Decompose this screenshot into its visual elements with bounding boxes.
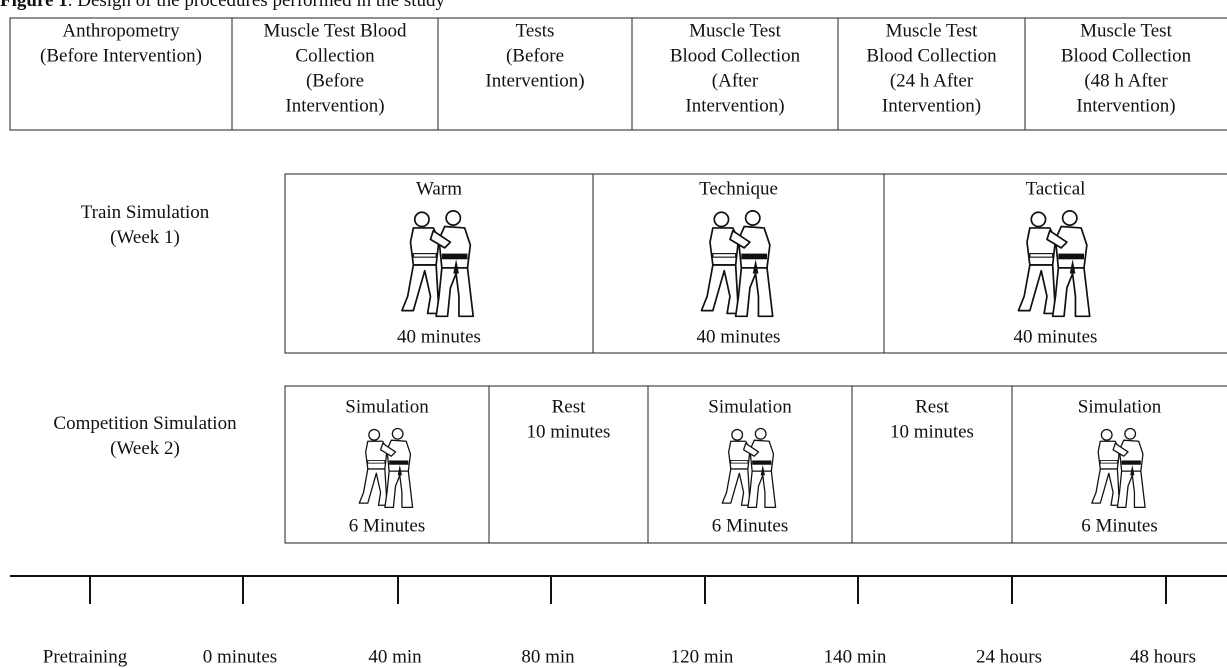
phase-duration: 10 minutes [527, 421, 611, 442]
phase-duration: 40 minutes [1014, 326, 1098, 347]
table-border [9, 17, 1227, 131]
table-cell-text: Blood Collection [670, 45, 801, 66]
table-cell-text: Blood Collection [1061, 45, 1192, 66]
phase-duration: 6 Minutes [1081, 515, 1158, 536]
table-cell-text: Muscle Test [1080, 20, 1172, 41]
table-cell-text: (48 h After [1084, 70, 1168, 91]
section-label: Competition Simulation [53, 413, 237, 434]
timeline-label: 140 min [824, 646, 887, 667]
phase-duration: 40 minutes [397, 326, 481, 347]
judo-icon [1017, 209, 1091, 318]
phase-duration: 6 Minutes [712, 515, 789, 536]
table-cell-text: Intervention) [285, 95, 384, 116]
judo-icon [1091, 427, 1146, 509]
timeline-label: 48 hours [1130, 646, 1196, 667]
phase-name: Simulation [1078, 396, 1162, 417]
judo-icon [721, 427, 777, 509]
timeline-label: 40 min [368, 646, 422, 667]
table-cell-text: Muscle Test [886, 20, 978, 41]
phase-duration: 10 minutes [890, 421, 974, 442]
caption-label: Figure 1 [0, 0, 68, 11]
judo-icon [401, 209, 475, 318]
section-label: Train Simulation [81, 202, 210, 223]
caption-text: . Design of the procedures performed in … [68, 0, 446, 11]
judo-icon [358, 427, 414, 509]
timeline-label: 0 minutes [203, 646, 277, 667]
judo-icon [700, 209, 774, 318]
timeline-label: 24 hours [976, 646, 1042, 667]
table-cell-text: Intervention) [1076, 95, 1175, 116]
table-cell-text: (Before [306, 70, 364, 91]
phase-duration: 40 minutes [697, 326, 781, 347]
section-border [284, 173, 1227, 354]
phase-name: Simulation [708, 396, 792, 417]
timeline-label: 120 min [671, 646, 734, 667]
section-label: (Week 2) [110, 438, 180, 459]
table-cell-text: (24 h After [890, 70, 974, 91]
table-cell-text: (Before Intervention) [40, 45, 202, 66]
table-cell-text: (Before [506, 45, 564, 66]
table-cell-text: Blood Collection [866, 45, 997, 66]
table-cell-text: Intervention) [685, 95, 784, 116]
table-cell-text: Intervention) [485, 70, 584, 91]
phase-duration: 6 Minutes [349, 515, 426, 536]
table-cell-text: Anthropometry [62, 20, 180, 41]
table-cell-text: Collection [295, 45, 375, 66]
table-cell-text: (After [712, 70, 759, 91]
table-cell-text: Tests [516, 20, 555, 41]
table-cell-text: Muscle Test Blood [264, 20, 407, 41]
phase-name: Simulation [345, 396, 429, 417]
table-cell-text: Intervention) [882, 95, 981, 116]
timeline-label: 80 min [521, 646, 575, 667]
section-label: (Week 1) [110, 227, 180, 248]
table-cell-text: Muscle Test [689, 20, 781, 41]
section-border [284, 385, 1227, 544]
timeline-label: Pretraining [43, 646, 128, 667]
phase-name: Rest [915, 396, 950, 417]
phase-name: Tactical [1026, 178, 1086, 199]
caption: Figure 1. Design of the procedures perfo… [0, 0, 445, 11]
phase-name: Technique [699, 178, 778, 199]
phase-name: Rest [552, 396, 587, 417]
phase-name: Warm [416, 178, 462, 199]
